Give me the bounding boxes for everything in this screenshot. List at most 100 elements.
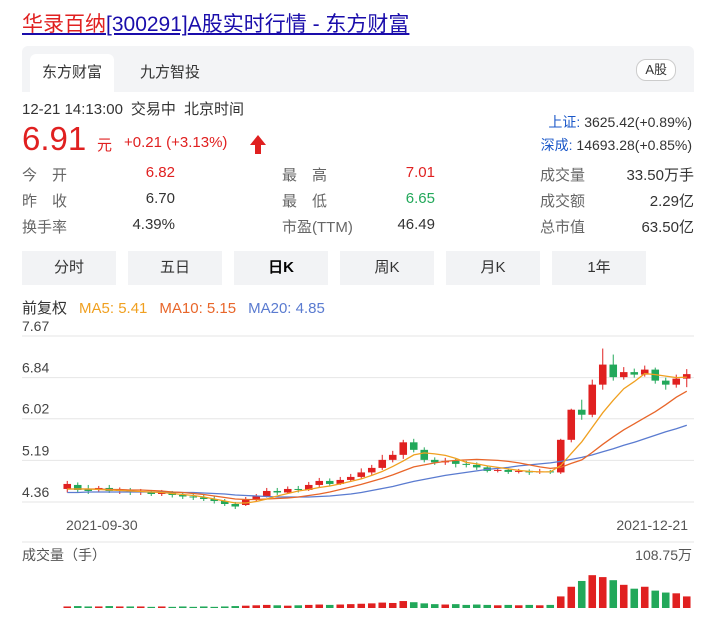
x-start-label: 2021-09-30 [66,517,138,533]
tab-intraday[interactable]: 分时 [22,251,116,285]
index-value: 14693.28(+0.85%) [576,137,692,153]
stat-label: 换手率 [22,219,68,236]
up-arrow-icon [250,135,266,154]
y-tick-label: 4.36 [22,484,49,500]
stat-value: 6.70 [145,190,175,207]
candle-body [682,374,691,379]
candle-body [514,470,523,472]
volume-bar [493,605,502,608]
candle-body [451,460,460,464]
volume-bar [409,602,418,608]
page-title[interactable]: 华录百纳[300291]A股实时行情 - 东方财富 [22,8,409,38]
candle-body [189,496,198,498]
stat-value: 6.82 [145,164,175,181]
candle-body [315,480,324,485]
candle-body [157,492,166,494]
candle-body [294,488,303,490]
candle-body [588,384,597,415]
candle-body [378,459,387,468]
index-shenzhen[interactable]: 深成: 14693.28(+0.85%) [541,135,692,155]
y-tick-label: 6.84 [22,360,49,376]
volume-bar [199,606,208,608]
volume-bar [388,602,397,608]
candle-body [252,495,261,500]
volume-bar [661,592,670,608]
ma20-label: MA20: 4.85 [248,300,325,317]
y-tick-label: 5.19 [22,442,49,458]
volume-bar [619,584,628,608]
price-change: +0.21 (+3.13%) [124,134,228,151]
volume-bar [189,606,198,608]
stats-row: 今 开 6.82 最 高 7.01 成交量 33.50万手 [22,164,694,186]
candle-body [273,490,282,493]
volume-max-label: 108.75万 [635,547,692,563]
stat-value: 46.49 [397,216,435,233]
y-tick-label: 7.67 [22,320,49,334]
candle-body [210,498,219,501]
candle-body [504,469,513,472]
tab-weekly-k[interactable]: 周K [340,251,434,285]
tab-one-year[interactable]: 1年 [552,251,646,285]
ma10-label: MA10: 5.15 [159,300,237,317]
volume-bar [147,606,156,608]
adjust-label: 前复权 [22,300,68,317]
volume-bar [598,577,607,608]
stock-name: 华录百纳 [22,13,106,36]
stat-label: 今 开 [22,167,68,184]
candle-body [367,467,376,473]
volume-bar [430,604,439,608]
tab-five-day[interactable]: 五日 [128,251,222,285]
ma-legend: 前复权 MA5: 5.41 MA10: 5.15 MA20: 4.85 [22,297,337,318]
volume-bar [252,605,261,608]
stats-row: 昨 收 6.70 最 低 6.65 成交额 2.29亿 [22,190,694,212]
index-value: 3625.42(+0.89%) [584,114,692,130]
volume-bar [231,606,240,608]
candle-body [283,488,292,493]
candle-body [598,364,607,385]
title-suffix: A股实时行情 - 东方财富 [187,13,410,36]
index-shanghai[interactable]: 上证: 3625.42(+0.89%) [548,112,692,132]
volume-bar [94,606,103,608]
volume-bar [472,604,481,608]
candle-body [462,463,471,465]
candle-body [388,454,397,460]
candle-body [420,449,429,460]
candle-body [661,380,670,385]
tab-jiufang[interactable]: 九方智投 [139,64,200,81]
stats-row: 换手率 4.39% 市盈(TTM) 46.49 总市值 63.50亿 [22,216,694,238]
tab-eastmoney[interactable]: 东方财富 [30,54,114,92]
candle-body [577,409,586,415]
volume-bar [567,586,576,608]
tab-monthly-k[interactable]: 月K [446,251,540,285]
candle-body [178,494,187,497]
ma5-line [67,372,687,504]
candle-body [672,378,681,385]
volume-bar [357,603,366,608]
stat-value: 63.50亿 [641,219,694,236]
volume-bar [157,606,166,608]
volume-bar [105,606,114,608]
tab-daily-k[interactable]: 日K [234,251,328,285]
market-badge: A股 [636,59,676,81]
volume-bar [304,604,313,608]
volume-bar [168,606,177,608]
volume-bar [483,604,492,608]
price-unit: 元 [97,137,113,154]
volume-bar [535,605,544,608]
quote-datetime: 12-21 14:13:00 [22,101,123,118]
stat-value: 4.39% [132,216,175,233]
volume-bar [462,604,471,608]
volume-title: 成交量（手） [22,547,106,563]
volume-bar [273,605,282,608]
volume-bar [220,606,229,608]
stat-label: 成交量 [540,167,586,184]
volume-bar [609,580,618,608]
volume-bar [378,602,387,608]
stat-value: 6.65 [405,190,435,207]
volume-bar [63,606,72,608]
ma20-line [67,424,688,498]
kline-chart[interactable]: 7.67 6.84 6.02 5.19 4.36 2021-09-30 2021-12-21… [0,320,706,620]
y-tick-label: 6.02 [22,401,49,417]
candle-body [220,500,229,505]
candle-body [336,479,345,484]
